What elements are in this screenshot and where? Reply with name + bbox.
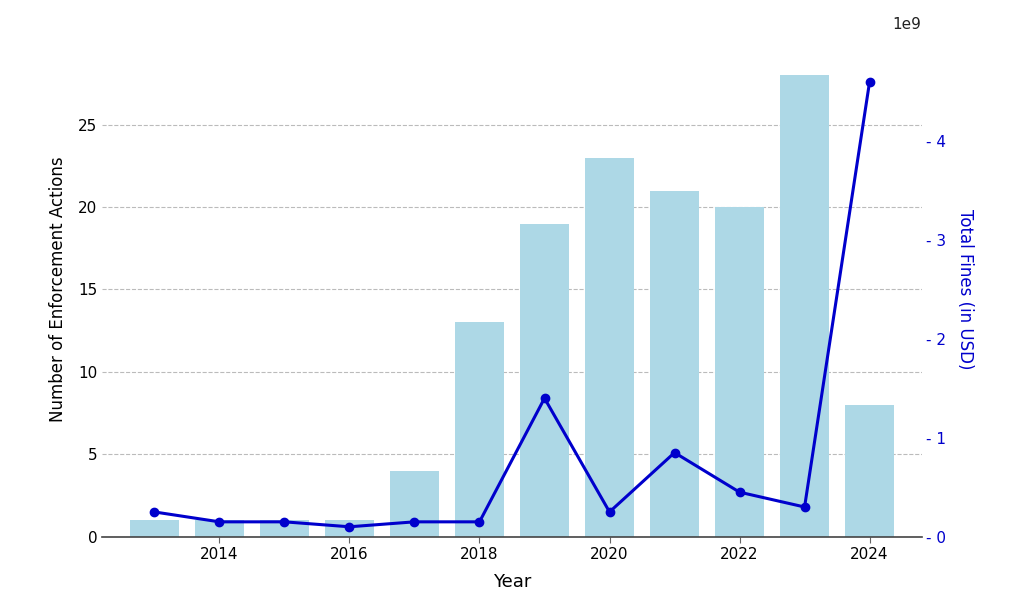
Bar <box>130 520 179 537</box>
Bar <box>520 224 569 537</box>
Bar <box>780 75 829 537</box>
Bar <box>715 207 764 537</box>
Bar <box>260 520 309 537</box>
Bar <box>845 405 894 537</box>
Y-axis label: Total Fines (in USD): Total Fines (in USD) <box>956 209 975 370</box>
Bar <box>455 323 504 537</box>
Text: 1e9: 1e9 <box>893 17 922 33</box>
X-axis label: Year: Year <box>493 573 531 591</box>
Bar <box>390 471 439 537</box>
Bar <box>195 520 244 537</box>
Bar <box>585 157 634 537</box>
Y-axis label: Number of Enforcement Actions: Number of Enforcement Actions <box>49 157 68 422</box>
Bar <box>325 520 374 537</box>
Bar <box>650 191 699 537</box>
